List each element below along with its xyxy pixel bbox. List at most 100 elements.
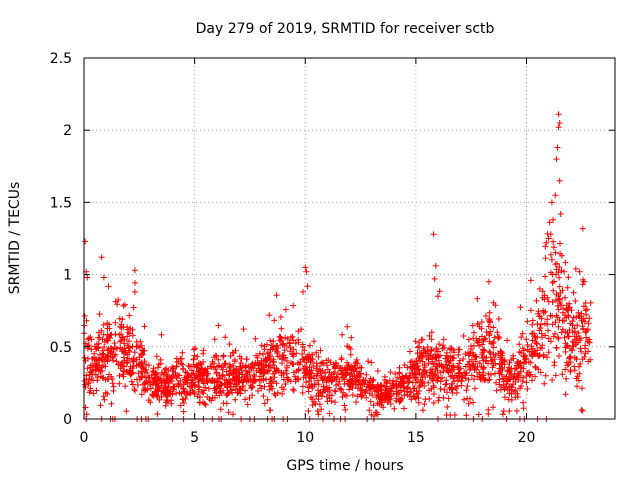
data-point — [571, 367, 578, 374]
data-point — [216, 392, 223, 399]
data-point — [568, 307, 575, 314]
data-point — [278, 372, 285, 379]
data-point — [513, 365, 520, 372]
data-point — [121, 340, 128, 347]
data-point — [173, 373, 180, 380]
data-point — [104, 356, 111, 362]
data-point — [491, 356, 498, 363]
x-tick-label: 0 — [80, 430, 89, 446]
data-point — [372, 409, 379, 416]
data-point — [428, 329, 435, 336]
data-point — [266, 367, 273, 374]
data-point — [305, 388, 312, 395]
data-point — [190, 356, 197, 363]
data-point — [276, 353, 283, 360]
data-point — [501, 386, 508, 393]
data-point — [552, 297, 559, 304]
data-point — [542, 243, 549, 250]
data-point — [133, 356, 140, 363]
data-point — [490, 344, 497, 351]
data-point — [242, 376, 249, 383]
data-point — [299, 383, 306, 390]
data-point — [106, 335, 113, 342]
data-point — [130, 304, 137, 311]
data-point — [468, 372, 475, 379]
data-point — [578, 348, 585, 355]
data-point — [295, 328, 302, 335]
data-point — [553, 271, 559, 278]
data-point — [199, 376, 206, 383]
data-point — [91, 350, 98, 357]
data-point — [81, 354, 88, 361]
data-point — [579, 323, 586, 330]
data-point — [583, 334, 590, 341]
data-point — [120, 302, 127, 309]
data-point — [349, 384, 356, 391]
data-point — [366, 407, 373, 414]
data-point — [109, 354, 116, 361]
data-point — [113, 358, 120, 365]
data-point — [117, 365, 124, 372]
data-point — [397, 382, 404, 389]
data-point — [577, 360, 584, 367]
data-point — [412, 338, 419, 345]
data-point — [485, 278, 492, 285]
data-point — [248, 385, 255, 392]
data-point — [226, 371, 233, 378]
data-point — [88, 362, 94, 369]
data-point — [528, 343, 535, 350]
data-point — [228, 387, 235, 394]
data-point — [407, 370, 413, 376]
data-point — [471, 329, 477, 336]
data-point — [223, 368, 230, 375]
data-point — [292, 373, 298, 380]
data-point — [479, 333, 485, 340]
data-point — [322, 369, 329, 376]
data-point — [485, 370, 492, 377]
data-point — [158, 331, 165, 338]
data-point — [163, 399, 170, 406]
data-point — [555, 111, 562, 118]
data-point — [494, 329, 501, 336]
data-point — [500, 408, 507, 414]
data-point — [413, 358, 420, 365]
data-point — [504, 368, 511, 375]
data-point — [465, 352, 472, 359]
data-point — [346, 371, 353, 378]
data-point — [396, 370, 403, 377]
data-point — [90, 390, 97, 397]
data-point — [270, 344, 276, 350]
data-point — [342, 391, 349, 398]
data-point — [529, 377, 535, 384]
data-point — [383, 383, 390, 390]
data-point — [351, 372, 358, 379]
data-point — [166, 375, 173, 382]
data-point — [498, 361, 505, 368]
data-point — [536, 313, 543, 320]
data-point — [342, 406, 349, 413]
data-point — [108, 400, 115, 407]
data-point — [451, 349, 458, 356]
data-point — [116, 380, 123, 387]
data-point — [570, 289, 577, 296]
data-point — [162, 384, 169, 391]
data-point — [401, 392, 408, 399]
data-point — [260, 377, 267, 384]
data-point — [112, 298, 119, 305]
data-point — [205, 385, 212, 392]
data-point — [574, 373, 581, 380]
data-point — [585, 320, 592, 327]
data-point — [347, 351, 354, 358]
data-point — [108, 331, 115, 338]
data-point — [582, 345, 589, 352]
data-point — [550, 244, 557, 251]
data-point — [559, 371, 566, 378]
data-point — [561, 334, 568, 341]
data-point — [563, 343, 570, 350]
data-point — [512, 374, 518, 380]
data-point — [173, 363, 180, 370]
data-point — [367, 375, 374, 382]
data-point — [518, 349, 525, 356]
data-point — [473, 335, 480, 342]
data-point — [529, 317, 536, 324]
